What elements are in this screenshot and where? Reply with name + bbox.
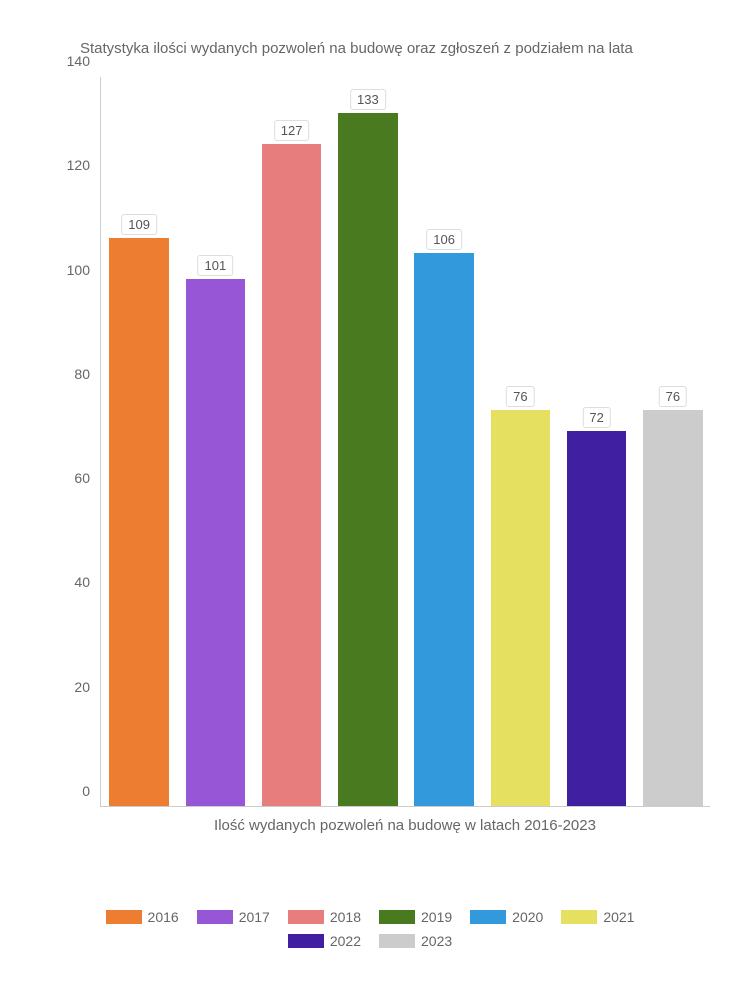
y-tick: 80 <box>74 366 90 382</box>
legend-label: 2017 <box>239 909 270 925</box>
bar-value-label: 127 <box>274 120 310 141</box>
y-tick: 120 <box>67 157 90 173</box>
bar-value-label: 106 <box>426 229 462 250</box>
legend-label: 2023 <box>421 933 452 949</box>
bar-value-label: 133 <box>350 89 386 110</box>
legend-swatch <box>470 910 506 924</box>
bar-value-label: 109 <box>121 214 157 235</box>
bar-value-label: 76 <box>659 386 687 407</box>
bar: 133 <box>338 113 397 807</box>
legend-swatch <box>561 910 597 924</box>
legend-item: 2016 <box>106 909 179 925</box>
bar-value-label: 76 <box>506 386 534 407</box>
y-axis: 020406080100120140 <box>30 77 100 807</box>
legend-swatch <box>106 910 142 924</box>
legend-item: 2020 <box>470 909 543 925</box>
bar: 76 <box>491 410 550 806</box>
bar: 109 <box>109 238 168 806</box>
legend-label: 2016 <box>148 909 179 925</box>
y-tick: 100 <box>67 262 90 278</box>
chart-title: Statystyka ilości wydanych pozwoleń na b… <box>30 40 720 57</box>
y-tick: 140 <box>67 53 90 69</box>
legend-swatch <box>197 910 233 924</box>
bar-value-label: 72 <box>582 407 610 428</box>
bar: 106 <box>414 253 473 806</box>
legend-label: 2019 <box>421 909 452 925</box>
legend-item: 2022 <box>288 933 361 949</box>
bar: 101 <box>186 279 245 806</box>
legend-item: 2017 <box>197 909 270 925</box>
legend: 2016 2017 2018 2019 2020 2021 2022 2023 <box>30 909 640 949</box>
x-axis-label: Ilość wydanych pozwoleń na budowę w lata… <box>100 817 710 834</box>
legend-item: 2023 <box>379 933 452 949</box>
bar: 127 <box>262 144 321 806</box>
legend-label: 2018 <box>330 909 361 925</box>
y-tick: 60 <box>74 470 90 486</box>
chart-container: 020406080100120140 109101127133106767276… <box>30 77 720 857</box>
y-tick: 40 <box>74 574 90 590</box>
legend-label: 2021 <box>603 909 634 925</box>
legend-swatch <box>288 934 324 948</box>
bar: 72 <box>567 431 626 806</box>
y-tick: 20 <box>74 679 90 695</box>
legend-swatch <box>379 910 415 924</box>
legend-item: 2019 <box>379 909 452 925</box>
bar: 76 <box>643 410 702 806</box>
legend-item: 2018 <box>288 909 361 925</box>
legend-swatch <box>379 934 415 948</box>
legend-item: 2021 <box>561 909 634 925</box>
legend-label: 2020 <box>512 909 543 925</box>
bar-value-label: 101 <box>198 255 234 276</box>
legend-swatch <box>288 910 324 924</box>
plot-area: 109101127133106767276 <box>100 77 710 807</box>
legend-label: 2022 <box>330 933 361 949</box>
y-tick: 0 <box>82 783 90 799</box>
